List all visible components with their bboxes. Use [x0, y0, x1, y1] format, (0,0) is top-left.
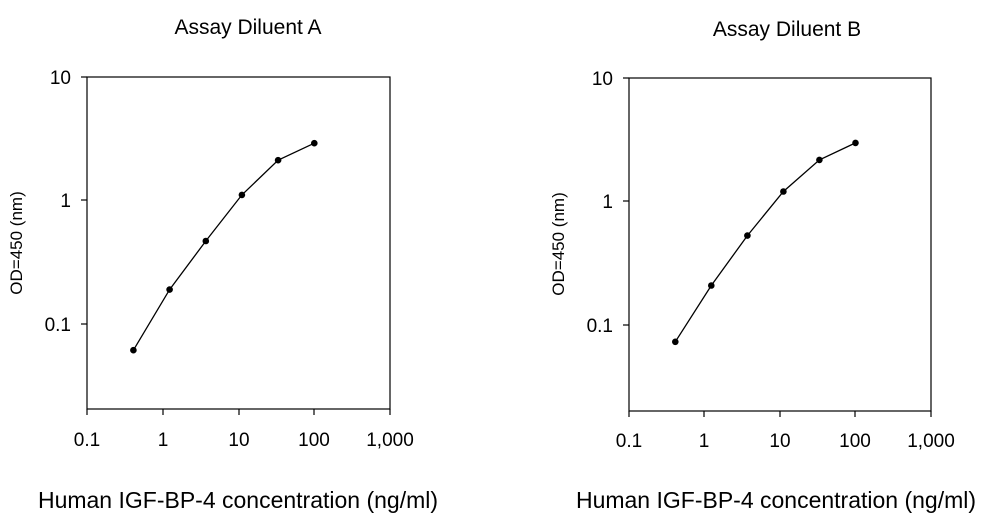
- y-axis-label: OD=450 (nm): [7, 191, 26, 294]
- series-line: [132, 142, 315, 351]
- x-tick-label: 10: [228, 430, 249, 451]
- x-tick-label: 1,000: [907, 431, 955, 452]
- y-tick-label: 0.1: [587, 316, 613, 337]
- data-point: [744, 232, 751, 239]
- chart-assay-diluent-b: Assay Diluent B OD=450 (nm) Human IGF-BP…: [549, 18, 976, 513]
- data-point: [238, 191, 246, 199]
- chart-assay-diluent-a: Assay Diluent A OD=450 (nm) Human IGF-BP…: [7, 16, 438, 513]
- x-tick-label: 1,000: [366, 430, 414, 451]
- data-point: [852, 139, 859, 147]
- x-tick-label: 0.1: [616, 431, 642, 452]
- plot-frame: [86, 76, 391, 410]
- y-tick-label: 10: [50, 68, 71, 89]
- data-point: [274, 156, 282, 164]
- series-line: [674, 142, 856, 343]
- chart-title: Assay Diluent B: [713, 18, 861, 41]
- x-tick-label: 1: [699, 431, 710, 452]
- data-point: [672, 338, 679, 346]
- x-tick-label: 0.1: [74, 430, 100, 451]
- y-tick-label: 1: [60, 191, 71, 212]
- x-tick-label: 100: [298, 430, 330, 451]
- x-tick-label: 100: [839, 431, 871, 452]
- chart-title: Assay Diluent A: [174, 16, 321, 39]
- x-tick-label: 1: [158, 430, 169, 451]
- y-axis-label: OD=450 (nm): [549, 192, 568, 295]
- data-point: [202, 237, 210, 245]
- data-point: [708, 282, 715, 289]
- data-point: [130, 346, 137, 354]
- series-layer: [672, 139, 859, 346]
- series-layer: [130, 139, 318, 354]
- x-axis-label: Human IGF-BP-4 concentration (ng/ml): [38, 487, 438, 513]
- data-point: [311, 139, 318, 147]
- plot-frame: [628, 77, 932, 412]
- y-tick-label: 0.1: [45, 315, 71, 336]
- data-point: [780, 188, 787, 195]
- data-point: [816, 156, 823, 164]
- x-tick-label: 10: [769, 431, 790, 452]
- data-point: [166, 286, 173, 293]
- y-tick-label: 10: [592, 69, 613, 90]
- y-tick-label: 1: [602, 192, 613, 213]
- x-axis-label: Human IGF-BP-4 concentration (ng/ml): [576, 487, 976, 513]
